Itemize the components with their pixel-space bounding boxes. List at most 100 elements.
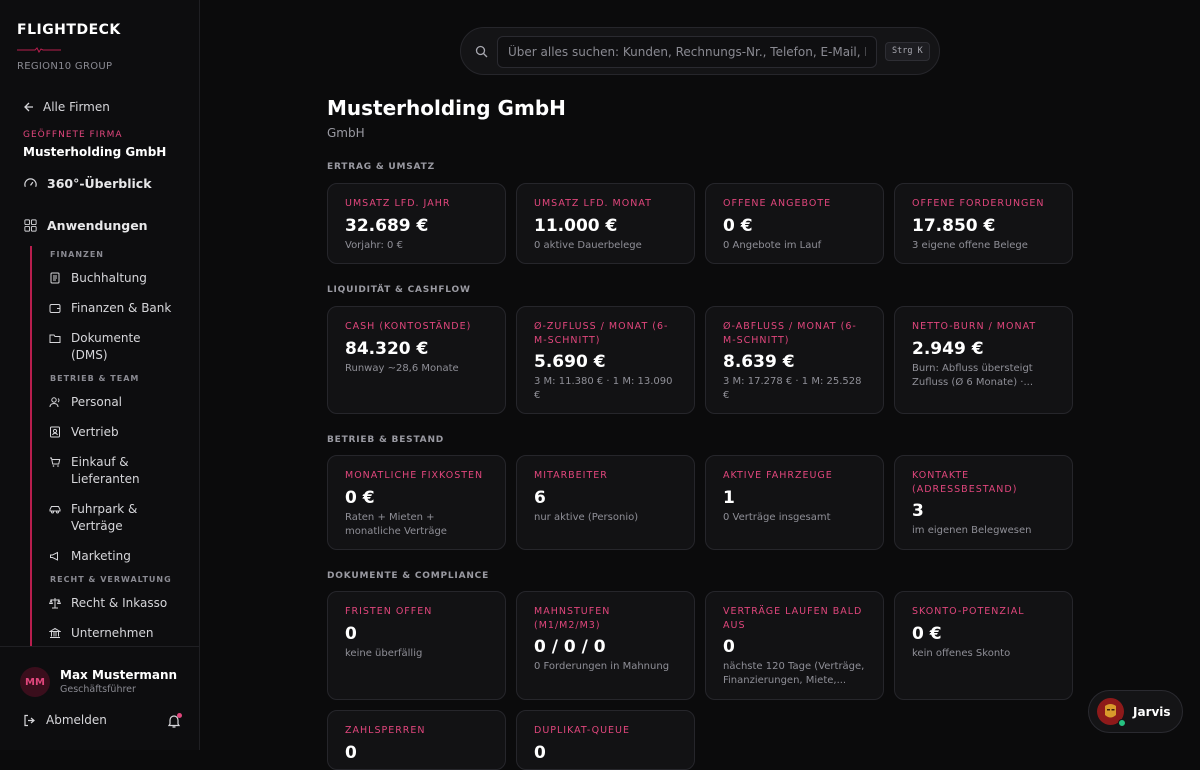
kpi-card-duplikat-queue[interactable]: Duplikat-Queue 0 <box>516 710 695 770</box>
kpi-value: 17.850 € <box>912 215 996 236</box>
sidebar-item-einkauf[interactable]: Einkauf & Lieferanten <box>49 454 179 488</box>
section-title-betrieb: BETRIEB & BESTAND <box>327 435 445 445</box>
sidebar-item-label: Unternehmen <box>71 626 154 640</box>
section-title-liquiditaet: LIQUIDITÄT & CASHFLOW <box>327 285 471 295</box>
page-title: Musterholding GmbH <box>327 96 566 120</box>
nav-applications[interactable]: Anwendungen <box>23 218 148 233</box>
kpi-note: 0 aktive Dauerbelege <box>534 239 642 251</box>
sidebar-item-personal[interactable]: Personal <box>49 394 179 411</box>
kpi-label: Mitarbeiter <box>534 470 608 481</box>
kpi-label: Fristen offen <box>345 606 433 617</box>
kpi-card-fristen[interactable]: Fristen offen 0 keine überfällig <box>327 591 506 700</box>
kpi-label: Ø-Zufluss / Monat (6-M-Schnitt) <box>534 321 669 346</box>
kpi-card-umsatz-jahr[interactable]: Umsatz lfd. Jahr 32.689 € Vorjahr: 0 € <box>327 183 506 264</box>
sidebar-item-label: Vertrieb <box>71 425 119 439</box>
logout-button[interactable]: Abmelden <box>23 713 107 727</box>
sidebar-item-label: Recht & Inkasso <box>71 596 168 610</box>
kpi-note: nächste 120 Tage (Verträge, Finanzierung… <box>723 661 865 686</box>
applications-subnav: FINANZEN Buchhaltung Finanzen & Bank Dok… <box>30 246 200 646</box>
sidebar-item-buchhaltung[interactable]: Buchhaltung <box>49 270 179 287</box>
sidebar-item-label: Dokumente (DMS) <box>71 331 141 362</box>
kpi-label: Umsatz lfd. Jahr <box>345 198 451 209</box>
sidebar-item-marketing[interactable]: Marketing <box>49 548 179 565</box>
brand-pulse-icon <box>17 47 61 53</box>
notifications-button[interactable] <box>166 713 182 729</box>
kpi-card-zufluss[interactable]: Ø-Zufluss / Monat (6-M-Schnitt) 5.690 € … <box>516 306 695 414</box>
kpi-note: im eigenen Belegwesen <box>912 525 1032 536</box>
kpi-note: Raten + Mieten + monatliche Verträge <box>345 511 447 537</box>
kpi-card-netto-burn[interactable]: Netto-Burn / Monat 2.949 € Burn: Abfluss… <box>894 306 1073 414</box>
kpi-label: Mahnstufen (M1/M2/M3) <box>534 606 611 631</box>
sidebar-item-finanzen-bank[interactable]: Finanzen & Bank <box>49 300 179 317</box>
brand[interactable]: FLIGHTDECK REGION10 GROUP <box>17 22 121 72</box>
kpi-card-abfluss[interactable]: Ø-Abfluss / Monat (6-M-Schnitt) 8.639 € … <box>705 306 884 414</box>
id-card-icon <box>50 426 60 438</box>
kpi-card-zahlsperren[interactable]: Zahlsperren 0 <box>327 710 506 770</box>
sidebar-item-dokumente[interactable]: Dokumente (DMS) <box>49 330 179 364</box>
sidebar-item-fuhrpark[interactable]: Fuhrpark & Verträge <box>49 501 179 535</box>
kpi-card-mitarbeiter[interactable]: Mitarbeiter 6 nur aktive (Personio) <box>516 455 695 550</box>
kpi-note: 3 M: 17.278 € · 1 M: 25.528 € <box>723 376 862 401</box>
sidebar-item-label: Marketing <box>71 549 131 563</box>
brand-name: FLIGHTDECK <box>17 22 121 38</box>
opened-company-name: Musterholding GmbH <box>23 145 167 159</box>
all-companies-label: Alle Firmen <box>43 100 110 114</box>
robot-mask-icon <box>1105 704 1116 718</box>
kpi-card-vertraege[interactable]: Verträge laufen bald aus 0 nächste 120 T… <box>705 591 884 700</box>
sidebar: FLIGHTDECK REGION10 GROUP Alle Firmen GE… <box>0 0 200 750</box>
all-companies-link[interactable]: Alle Firmen <box>23 100 110 114</box>
group-heading-finanzen: FINANZEN <box>50 250 104 259</box>
kpi-card-cash[interactable]: Cash (Kontostände) 84.320 € Runway ~28,6… <box>327 306 506 414</box>
logout-icon <box>24 714 35 726</box>
kpi-value: 0 € <box>912 623 942 644</box>
gauge-icon <box>24 178 37 188</box>
kpi-value: 5.690 € <box>534 352 606 372</box>
sidebar-item-unternehmen[interactable]: Unternehmen <box>49 625 179 642</box>
kpi-card-offene-angebote[interactable]: Offene Angebote 0 € 0 Angebote im Lauf <box>705 183 884 264</box>
kpi-label: Monatliche Fixkosten <box>345 470 484 481</box>
group-heading-recht: RECHT & VERWALTUNG <box>50 575 172 584</box>
global-search[interactable]: Strg K <box>460 27 940 75</box>
car-icon <box>49 506 61 514</box>
assistant-launcher[interactable]: Jarvis <box>1088 690 1183 733</box>
wallet-icon <box>49 304 61 313</box>
folder-icon <box>49 334 61 343</box>
kpi-note: nur aktive (Personio) <box>534 511 639 523</box>
kpi-label: Aktive Fahrzeuge <box>723 470 833 481</box>
kpi-card-fixkosten[interactable]: Monatliche Fixkosten 0 € Raten + Mieten … <box>327 455 506 550</box>
kpi-value: 32.689 € <box>345 215 429 236</box>
kpi-card-fahrzeuge[interactable]: Aktive Fahrzeuge 1 0 Verträge insgesamt <box>705 455 884 550</box>
sidebar-item-label: Personal <box>71 395 123 409</box>
kpi-card-umsatz-monat[interactable]: Umsatz lfd. Monat 11.000 € 0 aktive Daue… <box>516 183 695 264</box>
kpi-card-kontakte[interactable]: Kontakte (Adressbestand) 3 im eigenen Be… <box>894 455 1073 550</box>
nav-applications-label: Anwendungen <box>47 218 148 233</box>
kpi-label: Duplikat-Queue <box>534 725 631 736</box>
receipt-icon <box>50 272 60 284</box>
nav-overview-label: 360°-Überblick <box>47 176 152 191</box>
group-heading-betrieb: BETRIEB & TEAM <box>50 374 140 383</box>
kpi-card-skonto[interactable]: Skonto-Potenzial 0 € kein offenes Skonto <box>894 591 1073 700</box>
assistant-name: Jarvis <box>1133 704 1171 719</box>
kpi-label: Umsatz lfd. Monat <box>534 198 652 209</box>
avatar[interactable]: MM <box>20 667 50 697</box>
kpi-value: 0 <box>345 742 357 763</box>
brand-subtitle: REGION10 GROUP <box>17 61 113 72</box>
logout-label: Abmelden <box>46 713 107 727</box>
kpi-value: 6 <box>534 487 546 508</box>
kpi-note: kein offenes Skonto <box>912 647 1011 659</box>
kpi-value: 3 <box>912 501 924 521</box>
search-input[interactable] <box>497 36 877 68</box>
kpi-value: 84.320 € <box>345 338 429 359</box>
section-title-dokumente: DOKUMENTE & COMPLIANCE <box>327 571 490 581</box>
kpi-card-offene-forderungen[interactable]: Offene Forderungen 17.850 € 3 eigene off… <box>894 183 1073 264</box>
sidebar-item-vertrieb[interactable]: Vertrieb <box>49 424 179 441</box>
kpi-label: Cash (Kontostände) <box>345 321 472 332</box>
kpi-label: Ø-Abfluss / Monat (6-M-Schnitt) <box>723 321 857 346</box>
kpi-value: 11.000 € <box>534 215 618 236</box>
kpi-note: 0 Verträge insgesamt <box>723 511 831 523</box>
nav-overview[interactable]: 360°-Überblick <box>23 176 152 191</box>
search-icon <box>475 45 488 58</box>
sidebar-item-label: Einkauf & Lieferanten <box>71 455 140 486</box>
kpi-card-mahnstufen[interactable]: Mahnstufen (M1/M2/M3) 0 / 0 / 0 0 Forder… <box>516 591 695 700</box>
sidebar-item-recht[interactable]: Recht & Inkasso <box>49 595 179 612</box>
